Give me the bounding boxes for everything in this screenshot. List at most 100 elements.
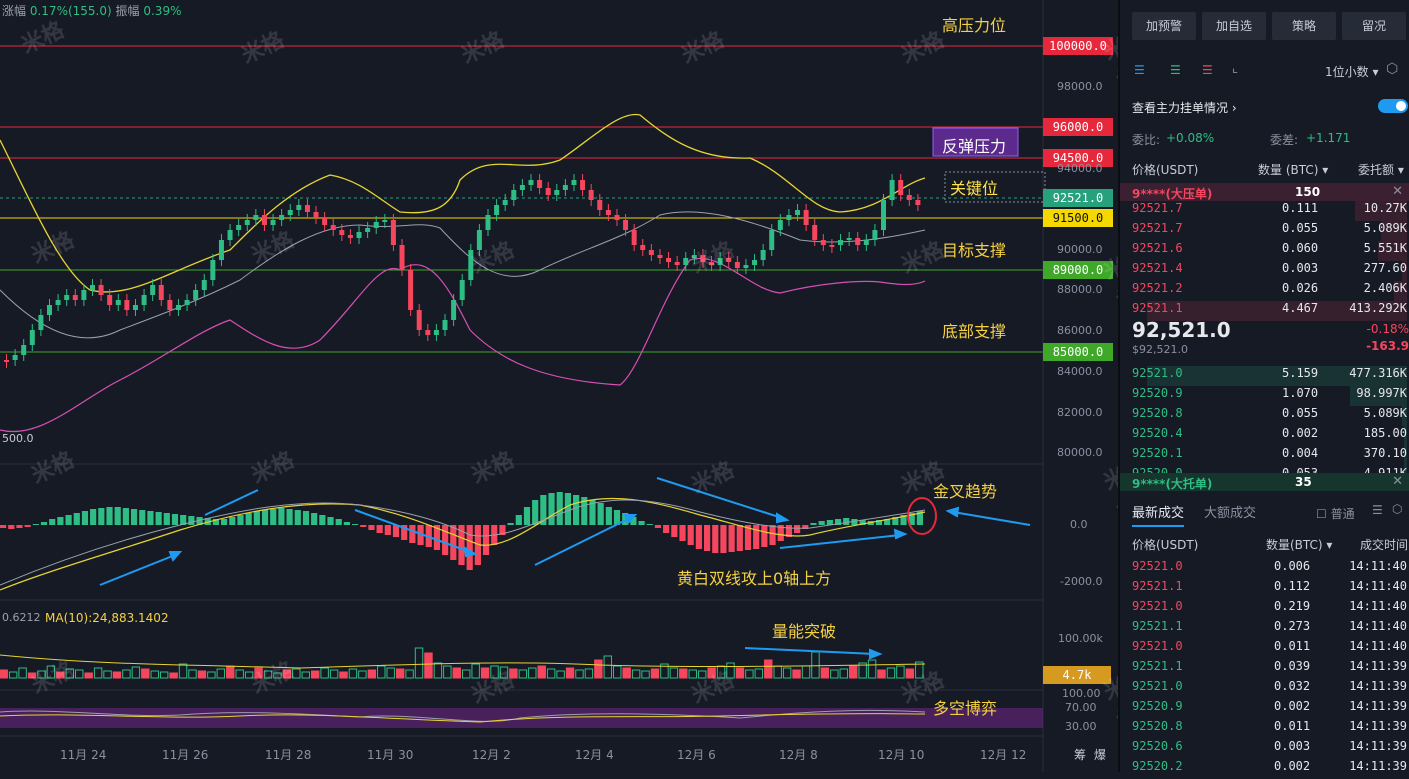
layout-both-icon[interactable]: ☰: [1134, 63, 1145, 77]
rsi-axis-label: 30.00: [1065, 720, 1097, 733]
volume-bar: [830, 669, 839, 679]
macd-bar: [40, 522, 48, 525]
big-ask-row[interactable]: 9****(大压单) 150 ✕: [1120, 183, 1409, 201]
layout-asks-icon[interactable]: ☰: [1202, 63, 1213, 77]
candle: [270, 220, 276, 225]
candle: [691, 255, 697, 258]
layout-bids-icon[interactable]: ☰: [1170, 63, 1181, 77]
candle: [605, 210, 611, 215]
volume-bar: [754, 668, 764, 679]
layout-trades-icon[interactable]: ⌞: [1232, 61, 1239, 76]
candle: [468, 250, 474, 280]
volume-bar: [103, 670, 112, 679]
candle: [795, 210, 801, 215]
candle: [674, 262, 680, 265]
macd-bar: [261, 510, 269, 525]
main-order-link[interactable]: 查看主力挂单情况 ›: [1132, 101, 1237, 115]
volume-bar: [905, 668, 915, 679]
candle: [700, 255, 706, 262]
trade-qty-header[interactable]: 数量(BTC) ▾: [1266, 538, 1333, 552]
candle: [872, 230, 878, 240]
volume-bar: [679, 668, 688, 679]
price-axis-label: 90000.0: [1057, 243, 1103, 256]
add-favorite-button[interactable]: 加自选: [1202, 12, 1266, 40]
ask-row[interactable]: 92521.7 0.055 5.089K: [1132, 221, 1407, 241]
ask-row[interactable]: 92521.2 0.026 2.406K: [1132, 281, 1407, 301]
volume-bar: [377, 665, 386, 679]
volume-bar: [641, 670, 650, 679]
volume-bar: [150, 670, 159, 679]
diff-value: +1.171: [1306, 131, 1351, 145]
more-button[interactable]: 留况: [1342, 12, 1406, 40]
candle: [167, 300, 173, 310]
rebound-pressure-box: [932, 127, 1019, 157]
candle: [597, 200, 603, 210]
ask-row[interactable]: 92521.1 4.467 413.292K: [1132, 301, 1407, 321]
total-header[interactable]: 委托额 ▾: [1358, 163, 1404, 177]
last-price-usd: $92,521.0: [1132, 343, 1188, 356]
candles: [4, 174, 921, 368]
strategy-button[interactable]: 策略: [1272, 12, 1336, 40]
ask-row[interactable]: 92521.6 0.060 5.551K: [1132, 241, 1407, 261]
candle: [614, 215, 620, 220]
settings-icon[interactable]: ⬡: [1392, 502, 1403, 516]
qty-header[interactable]: 数量 (BTC) ▾: [1258, 163, 1329, 177]
chart-area[interactable]: 涨幅 0.17%(155.0) 振幅 0.39% 高压力位 反弹压力 关键位 目…: [0, 0, 1364, 772]
macd-bar: [409, 525, 416, 543]
filter-icon[interactable]: ☰: [1372, 503, 1383, 517]
big-bid-row[interactable]: 9****(大托单) 35 ✕: [1120, 473, 1409, 491]
candlestick-chart[interactable]: [0, 0, 1116, 772]
candle: [889, 180, 895, 200]
candle: [554, 190, 560, 195]
ask-row[interactable]: 92521.7 0.111 10.27K: [1132, 201, 1407, 221]
volume-bar: [499, 666, 509, 679]
price-tag-96000: 96000.0: [1043, 118, 1113, 136]
candle: [820, 240, 826, 245]
close-icon: ✕: [1392, 184, 1403, 199]
alert-button[interactable]: 加预警: [1132, 12, 1196, 40]
volume-bar: [509, 668, 518, 679]
macd-bar: [196, 517, 203, 525]
bid-row[interactable]: 92520.8 0.055 5.089K: [1132, 406, 1407, 426]
date-label: 11月 26: [162, 748, 209, 762]
volume-bar: [688, 669, 697, 679]
macd-bar: [916, 511, 923, 525]
bid-row[interactable]: 92520.4 0.002 185.00: [1132, 426, 1407, 446]
volume-bar: [452, 667, 461, 679]
key-level-box: [944, 171, 1046, 203]
bid-row[interactable]: 92520.9 1.070 98.997K: [1132, 386, 1407, 406]
trade-row: 92520.2 0.002 14:11:39: [1132, 759, 1407, 773]
macd-bar: [859, 520, 866, 525]
tab-large-trades[interactable]: 大额成交: [1204, 506, 1257, 521]
burst-button[interactable]: 爆: [1094, 748, 1107, 762]
macd-bar: [155, 512, 162, 525]
macd-bar: [679, 525, 686, 541]
macd-bar: [8, 525, 15, 529]
macd-bar: [581, 497, 588, 525]
bid-row[interactable]: 92521.0 5.159 477.316K: [1132, 366, 1407, 386]
normal-checkbox[interactable]: ☐ 普通: [1316, 507, 1355, 521]
decimal-select[interactable]: 1位小数 ▾: [1325, 65, 1379, 79]
ask-row[interactable]: 92521.4 0.003 277.60: [1132, 261, 1407, 281]
price-tag-89000: 89000.0: [1043, 261, 1113, 279]
chip-button[interactable]: 筹: [1074, 748, 1087, 762]
candle: [304, 205, 310, 212]
last-price: 92,521.0: [1132, 318, 1231, 342]
settings-icon[interactable]: ⬡: [1386, 61, 1399, 77]
macd-bar: [253, 511, 260, 525]
macd-bar: [761, 525, 768, 547]
target-support-label: 目标支撑: [942, 241, 1007, 260]
bid-row[interactable]: 92520.1 0.004 370.10: [1132, 446, 1407, 466]
tab-latest-trades[interactable]: 最新成交: [1132, 502, 1185, 527]
candle: [72, 295, 78, 300]
candle: [193, 290, 199, 300]
candle: [743, 265, 749, 268]
low-label: 500.0: [2, 432, 34, 445]
volume-tag: 4.7k: [1043, 666, 1111, 684]
macd-bar: [703, 525, 711, 551]
macd-bar: [523, 507, 531, 525]
macd-bar: [613, 510, 621, 525]
candle: [175, 305, 181, 310]
main-order-toggle[interactable]: [1378, 99, 1408, 113]
candle: [98, 285, 104, 295]
